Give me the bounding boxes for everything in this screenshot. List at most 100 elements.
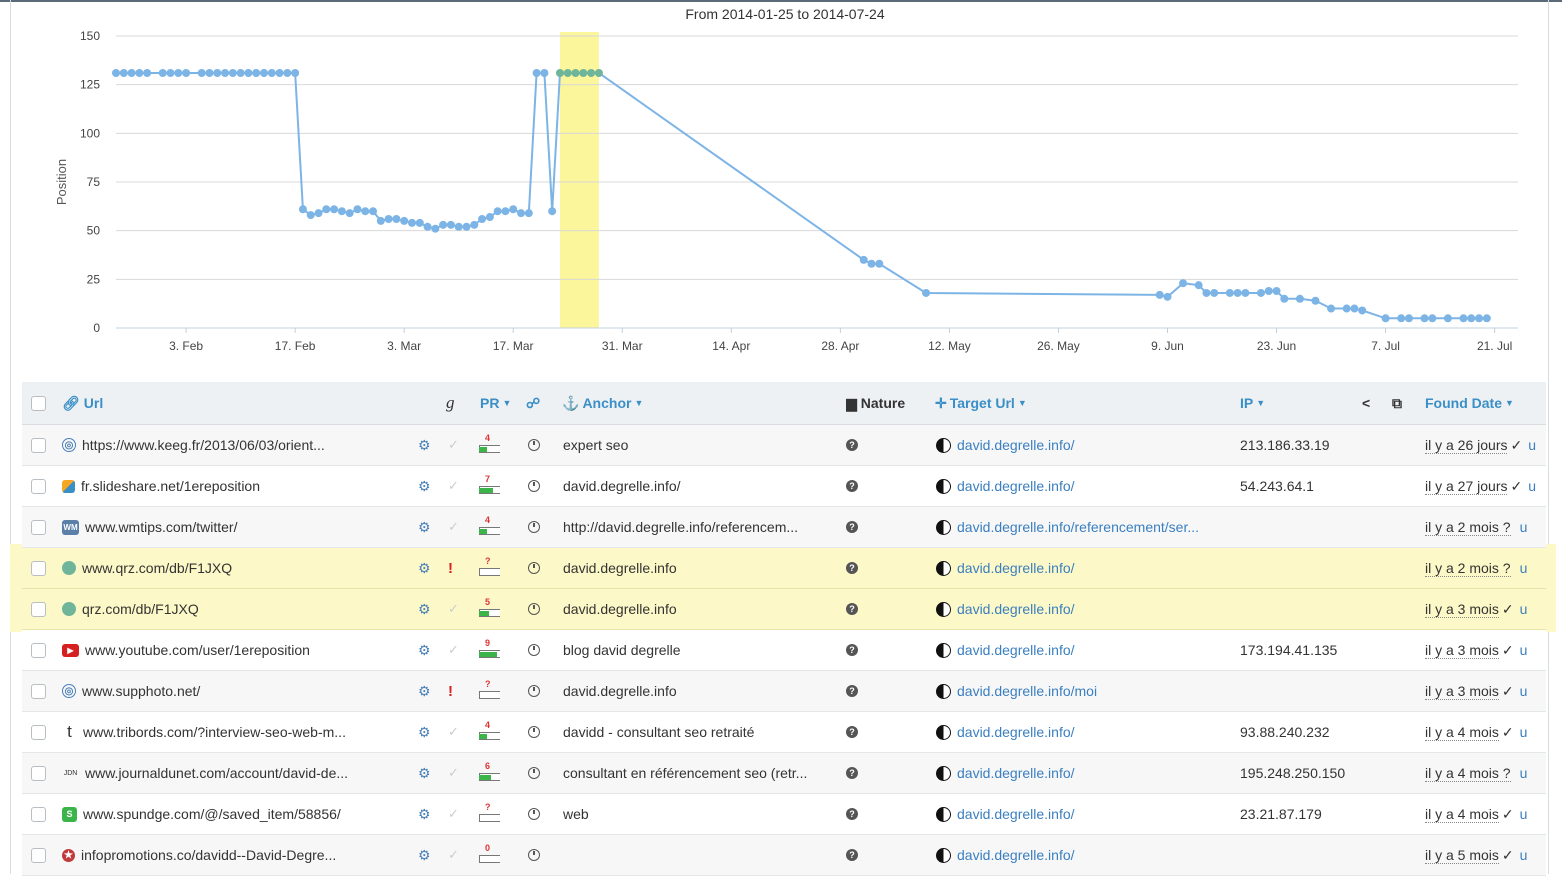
row-date-suffix[interactable]: u bbox=[1519, 683, 1528, 699]
question-icon[interactable]: ? bbox=[846, 644, 858, 656]
row-url-link[interactable]: www.supphoto.net/ bbox=[82, 683, 201, 699]
row-checkbox[interactable] bbox=[31, 683, 46, 699]
row-checkbox[interactable] bbox=[31, 765, 46, 781]
row-target-url[interactable]: david.degrelle.info/ bbox=[936, 794, 1226, 834]
row-target-url-link[interactable]: david.degrelle.info/ bbox=[957, 765, 1075, 781]
row-checkbox[interactable] bbox=[31, 601, 46, 617]
row-date-suffix[interactable]: u bbox=[1519, 601, 1528, 617]
row-url-link[interactable]: www.wmtips.com/twitter/ bbox=[85, 519, 238, 535]
row-date-suffix[interactable]: u bbox=[1528, 478, 1537, 494]
row-target-url[interactable]: david.degrelle.info/ bbox=[936, 835, 1226, 875]
row-date-suffix[interactable]: u bbox=[1519, 806, 1528, 822]
row-checkbox-cell[interactable] bbox=[31, 794, 46, 834]
gear-icon[interactable]: ⚙ bbox=[418, 764, 431, 781]
row-target-url[interactable]: david.degrelle.info/ bbox=[936, 753, 1226, 793]
row-date-suffix[interactable]: u bbox=[1528, 437, 1537, 453]
row-target-url-link[interactable]: david.degrelle.info/referencement/ser... bbox=[957, 519, 1200, 535]
gear-icon[interactable]: ⚙ bbox=[418, 518, 431, 535]
column-header-ip[interactable]: IP ▼ bbox=[1240, 382, 1265, 424]
row-url-link[interactable]: infopromotions.co/davidd--David-Degre... bbox=[81, 847, 337, 863]
row-checkbox-cell[interactable] bbox=[31, 548, 46, 588]
gear-icon[interactable]: ⚙ bbox=[418, 559, 431, 576]
row-target-url-link[interactable]: david.degrelle.info/ bbox=[957, 806, 1075, 822]
question-icon[interactable]: ? bbox=[846, 603, 858, 615]
table-row[interactable]: fr.slideshare.net/1ereposition ⚙ ✓ 7 david.d… bbox=[22, 466, 1546, 507]
row-date-suffix[interactable]: u bbox=[1519, 724, 1528, 740]
row-url-link[interactable]: www.journaldunet.com/account/david-de... bbox=[85, 765, 349, 781]
row-checkbox-cell[interactable] bbox=[31, 507, 46, 547]
row-checkbox[interactable] bbox=[31, 478, 46, 494]
table-row[interactable]: ◎ www.supphoto.net/ ⚙!? david.degrelle.info… bbox=[22, 671, 1546, 712]
row-checkbox[interactable] bbox=[31, 847, 46, 863]
column-header-url[interactable]: 🔗︎ Url bbox=[62, 382, 103, 424]
table-row[interactable]: qrz.com/db/F1JXQ ⚙ ✓ 5 david.degrelle.info? d… bbox=[22, 589, 1546, 630]
row-checkbox-cell[interactable] bbox=[31, 712, 46, 752]
row-checkbox-cell[interactable] bbox=[31, 671, 46, 711]
row-target-url-link[interactable]: david.degrelle.info/ bbox=[957, 437, 1075, 453]
gear-icon[interactable]: ⚙ bbox=[418, 846, 431, 863]
row-url-link[interactable]: www.youtube.com/user/1ereposition bbox=[85, 642, 310, 658]
row-target-url-link[interactable]: david.degrelle.info/ bbox=[957, 560, 1075, 576]
column-header-pr-label[interactable]: PR bbox=[480, 395, 500, 411]
row-checkbox-cell[interactable] bbox=[31, 589, 46, 629]
row-checkbox[interactable] bbox=[31, 806, 46, 822]
question-icon[interactable]: ? bbox=[846, 726, 858, 738]
gear-icon[interactable]: ⚙ bbox=[418, 436, 431, 453]
row-url-link[interactable]: qrz.com/db/F1JXQ bbox=[82, 601, 199, 617]
row-target-url[interactable]: david.degrelle.info/ bbox=[936, 630, 1226, 670]
row-checkbox[interactable] bbox=[31, 724, 46, 740]
question-icon[interactable]: ? bbox=[846, 439, 858, 451]
column-header-found-date-label[interactable]: Found Date bbox=[1425, 395, 1502, 411]
row-checkbox-cell[interactable] bbox=[31, 835, 46, 875]
external-link-icon[interactable]: ⧉ bbox=[1392, 394, 1402, 411]
row-target-url[interactable]: david.degrelle.info/referencement/ser... bbox=[936, 507, 1226, 547]
row-target-url[interactable]: david.degrelle.info/ bbox=[936, 712, 1226, 752]
row-url-link[interactable]: www.spundge.com/@/saved_item/58856/ bbox=[83, 806, 341, 822]
column-header-anchor[interactable]: ⚓ Anchor ▼ bbox=[562, 382, 643, 424]
row-url-link[interactable]: www.tribords.com/?interview-seo-web-m... bbox=[83, 724, 346, 740]
gear-icon[interactable]: ⚙ bbox=[418, 805, 431, 822]
gear-icon[interactable]: ⚙ bbox=[418, 682, 431, 699]
row-checkbox[interactable] bbox=[31, 560, 46, 576]
row-target-url[interactable]: david.degrelle.info/ bbox=[936, 589, 1226, 629]
gear-icon[interactable]: ⚙ bbox=[418, 477, 431, 494]
row-target-url[interactable]: david.degrelle.info/ bbox=[936, 548, 1226, 588]
row-target-url[interactable]: david.degrelle.info/ bbox=[936, 466, 1226, 506]
row-checkbox[interactable] bbox=[31, 437, 46, 453]
select-all-checkbox-cell[interactable] bbox=[31, 382, 46, 424]
row-date-suffix[interactable]: u bbox=[1519, 642, 1528, 658]
share-icon[interactable]: < bbox=[1362, 395, 1371, 411]
table-row[interactable]: WM www.wmtips.com/twitter/ ⚙ ✓ 4 http://david… bbox=[22, 507, 1546, 548]
table-row[interactable]: ▶ www.youtube.com/user/1ereposition ⚙ ✓ 9 blo… bbox=[22, 630, 1546, 671]
row-checkbox-cell[interactable] bbox=[31, 425, 46, 465]
table-row[interactable]: t www.tribords.com/?interview-seo-web-m..… bbox=[22, 712, 1546, 753]
question-icon[interactable]: ? bbox=[846, 849, 858, 861]
row-checkbox-cell[interactable] bbox=[31, 466, 46, 506]
row-checkbox-cell[interactable] bbox=[31, 630, 46, 670]
row-target-url-link[interactable]: david.degrelle.info/ bbox=[957, 642, 1075, 658]
row-checkbox[interactable] bbox=[31, 519, 46, 535]
question-icon[interactable]: ? bbox=[846, 562, 858, 574]
column-header-ip-label[interactable]: IP bbox=[1240, 395, 1254, 411]
row-checkbox-cell[interactable] bbox=[31, 753, 46, 793]
row-target-url-link[interactable]: david.degrelle.info/ bbox=[957, 478, 1075, 494]
column-header-anchor-label[interactable]: Anchor bbox=[582, 395, 632, 411]
row-date-suffix[interactable]: u bbox=[1519, 847, 1528, 863]
question-icon[interactable]: ? bbox=[846, 808, 858, 820]
row-date-suffix[interactable]: u bbox=[1519, 519, 1528, 535]
table-row[interactable]: JDN www.journaldunet.com/account/david-de… bbox=[22, 753, 1546, 794]
row-target-url[interactable]: david.degrelle.info/ bbox=[936, 425, 1226, 465]
column-header-target-url[interactable]: ✛ Target Url ▼ bbox=[935, 382, 1027, 424]
row-url-link[interactable]: https://www.keeg.fr/2013/06/03/orient... bbox=[82, 437, 325, 453]
question-icon[interactable]: ? bbox=[846, 521, 858, 533]
row-target-url[interactable]: david.degrelle.info/moi bbox=[936, 671, 1226, 711]
row-date-suffix[interactable]: u bbox=[1519, 765, 1528, 781]
row-url-link[interactable]: www.qrz.com/db/F1JXQ bbox=[82, 560, 233, 576]
row-date-suffix[interactable]: u bbox=[1519, 560, 1528, 576]
row-target-url-link[interactable]: david.degrelle.info/ bbox=[957, 847, 1075, 863]
column-header-url-label[interactable]: Url bbox=[83, 395, 104, 411]
row-target-url-link[interactable]: david.degrelle.info/moi bbox=[957, 683, 1098, 699]
table-row[interactable]: ★ infopromotions.co/davidd--David-Degre..… bbox=[22, 835, 1546, 876]
row-url-link[interactable]: fr.slideshare.net/1ereposition bbox=[81, 478, 260, 494]
